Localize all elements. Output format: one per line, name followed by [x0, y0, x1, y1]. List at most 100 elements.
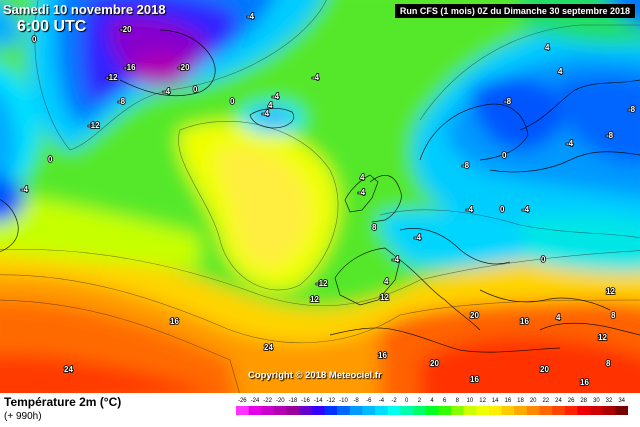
- isotherm-value-label: 4: [268, 101, 273, 110]
- legend-color-swatch: [337, 406, 351, 415]
- legend-color-swatch: [425, 406, 439, 415]
- forecast-date: Samedi 10 novembre 2018: [3, 2, 166, 17]
- isotherm-value-label: -4: [392, 255, 400, 264]
- isotherm-value-label: 4: [360, 173, 365, 182]
- legend-tick-label: 24: [555, 398, 562, 404]
- legend-color-swatch: [236, 406, 250, 415]
- color-scale-legend: -26 -24 -22 -20 -18 -16 -14 -12 -10 -8 -6 -4 -2 0 2 4 6 8…: [236, 398, 628, 415]
- legend-color-swatch: [526, 406, 540, 415]
- legend-tick-label: -24: [251, 398, 260, 404]
- isotherm-value-label: -4: [566, 139, 574, 148]
- run-info-box: Run CFS (1 mois) 0Z du Dimanche 30 septe…: [394, 4, 635, 18]
- legend-color-swatch: [261, 406, 275, 415]
- isotherm-value-label: -16: [124, 63, 136, 72]
- legend-color-swatch: [488, 406, 503, 415]
- isotherm-value-label: 0: [500, 205, 505, 214]
- legend-tick-label: 32: [606, 398, 613, 404]
- legend-tick-label: -6: [366, 398, 372, 404]
- isotherm-value-label: -8: [462, 161, 470, 170]
- legend-tick-label: -16: [301, 398, 310, 404]
- legend-color-swatch: [552, 406, 566, 415]
- legend-tick-label: -20: [276, 398, 285, 404]
- legend-color-swatch: [602, 406, 616, 415]
- legend-color-swatch: [400, 406, 414, 415]
- isotherm-value-label: -4: [272, 92, 280, 101]
- isotherm-value-label: 16: [580, 378, 589, 387]
- isotherm-value-label: -4: [163, 87, 171, 96]
- legend-color-swatch: [450, 406, 465, 415]
- forecast-time: 6:00 UTC: [17, 18, 87, 35]
- isotherm-value-label: -4: [262, 109, 270, 118]
- isotherm-value-label: -4: [414, 233, 422, 242]
- variable-title: Température 2m (°C): [4, 395, 122, 409]
- isotherm-value-label: 16: [520, 317, 529, 326]
- isotherm-value-label: 16: [378, 351, 387, 360]
- isotherm-value-label: 12: [598, 333, 607, 342]
- legend-tick-label: -4: [379, 398, 385, 404]
- legend-tick-label: 10: [467, 398, 474, 404]
- legend-tick-label: 6: [443, 398, 447, 404]
- legend-tick-label: -8: [353, 398, 359, 404]
- isotherm-value-label: -4: [358, 188, 366, 197]
- isotherm-value-label: 0: [32, 35, 37, 44]
- run-header: Samedi 10 novembre 2018 6:00 UTC: [3, 2, 166, 36]
- forecast-hour: (+ 990h): [4, 411, 42, 422]
- isotherm-value-label: 20: [470, 311, 479, 320]
- legend-color-swatch: [564, 406, 578, 415]
- isotherm-value-label: -20: [178, 63, 190, 72]
- isotherm-value-label: 0: [502, 151, 507, 160]
- legend-color-swatch: [615, 406, 628, 415]
- coastlines-sharp: [0, 29, 640, 353]
- legend-color-swatch: [514, 406, 528, 415]
- legend-color-swatch: [248, 406, 262, 415]
- isotherm-value-label: -8: [504, 97, 512, 106]
- isotherm-value-label: -4: [247, 12, 255, 21]
- legend-color-swatch: [387, 406, 401, 415]
- isotherm-value-label: 4: [556, 313, 561, 322]
- temperature-map: -20-16 -20-12-4 0-8-12-40-4-400-44-4-844-8…: [0, 0, 640, 393]
- isotherm-value-label: -4: [21, 185, 29, 194]
- legend-tick-label: 22: [542, 398, 549, 404]
- legend-tick-label: 18: [517, 398, 524, 404]
- legend-tick-label: -18: [289, 398, 298, 404]
- isotherm-value-label: -8: [628, 105, 636, 114]
- isotherm-value-label: 12: [606, 287, 615, 296]
- isotherm-value-label: 4: [545, 43, 550, 52]
- legend-tick-label: 28: [580, 398, 587, 404]
- isotherm-value-label: 8: [611, 311, 616, 320]
- copyright-text: Copyright © 2018 Meteociel.fr: [248, 370, 382, 381]
- isotherm-value-label: -4: [312, 73, 320, 82]
- legend-tick-label: -14: [314, 398, 323, 404]
- legend-color-swatch: [311, 406, 326, 415]
- legend-tick-label: 12: [479, 398, 486, 404]
- isotherm-value-label: 8: [372, 223, 377, 232]
- legend-tick-label: -12: [326, 398, 335, 404]
- isotherm-value-label: -4: [466, 205, 474, 214]
- isotherm-value-label: 24: [264, 343, 273, 352]
- legend-color-swatch: [590, 406, 604, 415]
- isotherm-value-label: 12: [380, 293, 389, 302]
- map-footer: Température 2m (°C) (+ 990h) -26 -24 -22 -2…: [0, 393, 640, 427]
- legend-color-swatch: [476, 406, 490, 415]
- legend-color-swatch: [577, 406, 591, 415]
- legend-color-swatch: [375, 406, 389, 415]
- legend-color-swatch: [463, 406, 477, 415]
- legend-tick-label: 0: [405, 398, 409, 404]
- isotherm-value-label: 16: [470, 375, 479, 384]
- isotherm-value-label: 24: [64, 365, 73, 374]
- isotherm-value-label: 8: [606, 359, 611, 368]
- legend-tick-label: 16: [505, 398, 512, 404]
- legend-tick-label: 14: [492, 398, 499, 404]
- isotherm-value-label: 16: [170, 317, 179, 326]
- isotherm-value-label: 20: [430, 359, 439, 368]
- legend-color-swatch: [273, 406, 288, 415]
- isotherm-value-label: 20: [540, 365, 549, 374]
- legend-tick-label: -2: [391, 398, 397, 404]
- isotherm-value-label: 12: [310, 295, 319, 304]
- legend-tick-label: -10: [339, 398, 348, 404]
- legend-color-swatch: [362, 406, 376, 415]
- isotherm-value-label: -4: [522, 205, 530, 214]
- legend-tick-label: 26: [568, 398, 575, 404]
- isotherms: [0, 0, 640, 393]
- legend-color-swatch: [324, 406, 338, 415]
